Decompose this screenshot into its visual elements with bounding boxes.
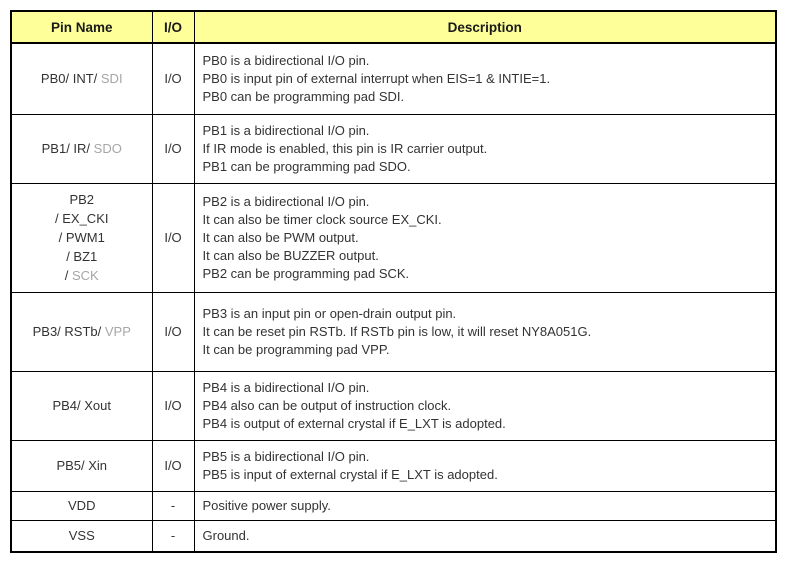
description-line: PB4 is a bidirectional I/O pin. — [202, 379, 370, 395]
header-pin-name: Pin Name — [10, 10, 153, 44]
description-line: PB0 is a bidirectional I/O pin. — [202, 52, 370, 68]
pin-name-cell: PB5/ Xin — [10, 439, 153, 492]
pin-name-line: PB0/ INT/ SDI — [14, 69, 150, 88]
table-row: PB4/ Xout I/O PB4 is a bidirectional I/O p… — [10, 370, 777, 441]
description-line: It can be programming pad VPP. — [202, 341, 390, 357]
pin-name-cell: PB4/ Xout — [10, 370, 153, 441]
pin-name-text: PB4/ Xout — [52, 398, 112, 413]
pin-name-line: / BZ1 — [14, 247, 150, 266]
io-cell: I/O — [151, 291, 195, 372]
pin-name-text: PB2 — [69, 192, 95, 207]
description-line: PB4 is output of external crystal if E_L… — [202, 415, 506, 431]
pin-description-table: Pin Name I/O Description PB0/ INT/ SDI I/… — [10, 10, 777, 553]
pin-name-text: PB5/ Xin — [56, 458, 108, 473]
description-line: It can also be timer clock source EX_CKI… — [202, 211, 442, 227]
pin-name-line: VSS — [14, 526, 150, 545]
pin-name-cell: VSS — [10, 519, 153, 553]
io-cell: I/O — [151, 370, 195, 441]
header-description: Description — [193, 10, 777, 44]
pin-name-line: VDD — [14, 496, 150, 515]
pin-name-text: PB0/ INT/ — [40, 71, 101, 87]
pin-name-line: PB3/ RSTb/ VPP — [14, 322, 150, 341]
table-row: PB1/ IR/ SDO I/O PB1 is a bidirectional I/… — [10, 113, 777, 184]
description-line: Ground. — [202, 527, 250, 543]
description-line: PB3 is an input pin or open-drain output… — [202, 305, 457, 321]
pin-name-line: PB4/ Xout — [14, 396, 150, 415]
description-cell: Positive power supply. — [193, 490, 777, 521]
pin-name-text: / EX_CKI — [55, 211, 109, 226]
io-cell: I/O — [151, 182, 195, 293]
pin-name-line: PB2 — [14, 190, 150, 209]
table-row: VDD - Positive power supply. — [10, 490, 777, 521]
pin-name-text: PB1/ IR/ — [41, 141, 94, 156]
table-row: PB0/ INT/ SDI I/O PB0 is a bidirectional I… — [10, 42, 777, 115]
description-line: PB0 is input pin of external interrupt w… — [202, 70, 551, 86]
table-row: VSS - Ground. — [10, 519, 777, 553]
pin-programming-pad-label: SDI — [100, 71, 123, 87]
pin-name-cell: VDD — [10, 490, 153, 521]
table-header: Pin Name I/O Description — [10, 10, 777, 44]
header-io: I/O — [151, 10, 195, 44]
table-row: PB2/ EX_CKI / PWM1/ BZ1/ SCK I/O PB2 is a b… — [10, 182, 777, 293]
description-line: PB0 can be programming pad SDI. — [202, 88, 405, 104]
description-line: PB1 is a bidirectional I/O pin. — [202, 122, 370, 138]
io-cell: - — [151, 490, 195, 521]
table-header-row: Pin Name I/O Description — [10, 10, 777, 44]
description-cell: PB0 is a bidirectional I/O pin. PB0 is in… — [193, 42, 777, 115]
description-line: Positive power supply. — [202, 497, 331, 513]
pin-name-text: VDD — [68, 498, 96, 513]
description-cell: PB2 is a bidirectional I/O pin. It can al… — [193, 182, 777, 293]
pin-programming-pad-label: VPP — [104, 324, 131, 339]
description-cell: PB1 is a bidirectional I/O pin. If IR mod… — [193, 113, 777, 184]
pin-name-line: / PWM1 — [14, 228, 150, 247]
description-line: It can be reset pin RSTb. If RSTb pin is… — [202, 323, 592, 339]
description-cell: PB5 is a bidirectional I/O pin. PB5 is in… — [193, 439, 777, 492]
description-line: PB5 is input of external crystal if E_LX… — [202, 466, 498, 482]
pin-name-line: / SCK — [14, 266, 150, 285]
description-line: If IR mode is enabled, this pin is IR ca… — [202, 140, 488, 156]
description-line: PB5 is a bidirectional I/O pin. — [202, 448, 370, 464]
table-body: PB0/ INT/ SDI I/O PB0 is a bidirectional I… — [10, 42, 777, 553]
pin-programming-pad-label: SDO — [93, 141, 122, 156]
table-row: PB3/ RSTb/ VPP I/O PB3 is an input pin or … — [10, 291, 777, 372]
description-cell: PB4 is a bidirectional I/O pin. PB4 also … — [193, 370, 777, 441]
description-line: It can also be PWM output. — [202, 229, 359, 245]
pin-name-text: VSS — [68, 528, 95, 544]
description-line: PB2 is a bidirectional I/O pin. — [202, 193, 370, 209]
pin-programming-pad-label: SCK — [72, 268, 99, 283]
pin-name-text: / PWM1 — [58, 230, 105, 245]
description-line: PB2 can be programming pad SCK. — [202, 265, 410, 281]
io-cell: - — [151, 519, 195, 553]
pin-name-cell: PB1/ IR/ SDO — [10, 113, 153, 184]
io-cell: I/O — [151, 113, 195, 184]
pin-name-cell: PB3/ RSTb/ VPP — [10, 291, 153, 372]
description-line: It can also be BUZZER output. — [202, 247, 379, 263]
pin-name-cell: PB0/ INT/ SDI — [10, 42, 153, 115]
pin-name-line: PB5/ Xin — [14, 456, 150, 475]
description-line: PB1 can be programming pad SDO. — [202, 158, 411, 174]
pin-name-text: PB3/ RSTb/ — [32, 324, 105, 339]
pin-name-line: PB1/ IR/ SDO — [14, 139, 150, 158]
table-row: PB5/ Xin I/O PB5 is a bidirectional I/O pi… — [10, 439, 777, 492]
description-cell: Ground. — [193, 519, 777, 553]
pin-name-cell: PB2 / EX_CKI / PWM1 / BZ1 / SCK — [10, 182, 153, 293]
pin-name-text: / BZ1 — [66, 249, 98, 264]
description-cell: PB3 is an input pin or open-drain output… — [193, 291, 777, 372]
pin-name-line: / EX_CKI — [14, 209, 150, 228]
pin-name-text: / — [64, 268, 72, 283]
description-line: PB4 also can be output of instruction cl… — [202, 397, 452, 413]
io-cell: I/O — [151, 42, 195, 115]
io-cell: I/O — [151, 439, 195, 492]
